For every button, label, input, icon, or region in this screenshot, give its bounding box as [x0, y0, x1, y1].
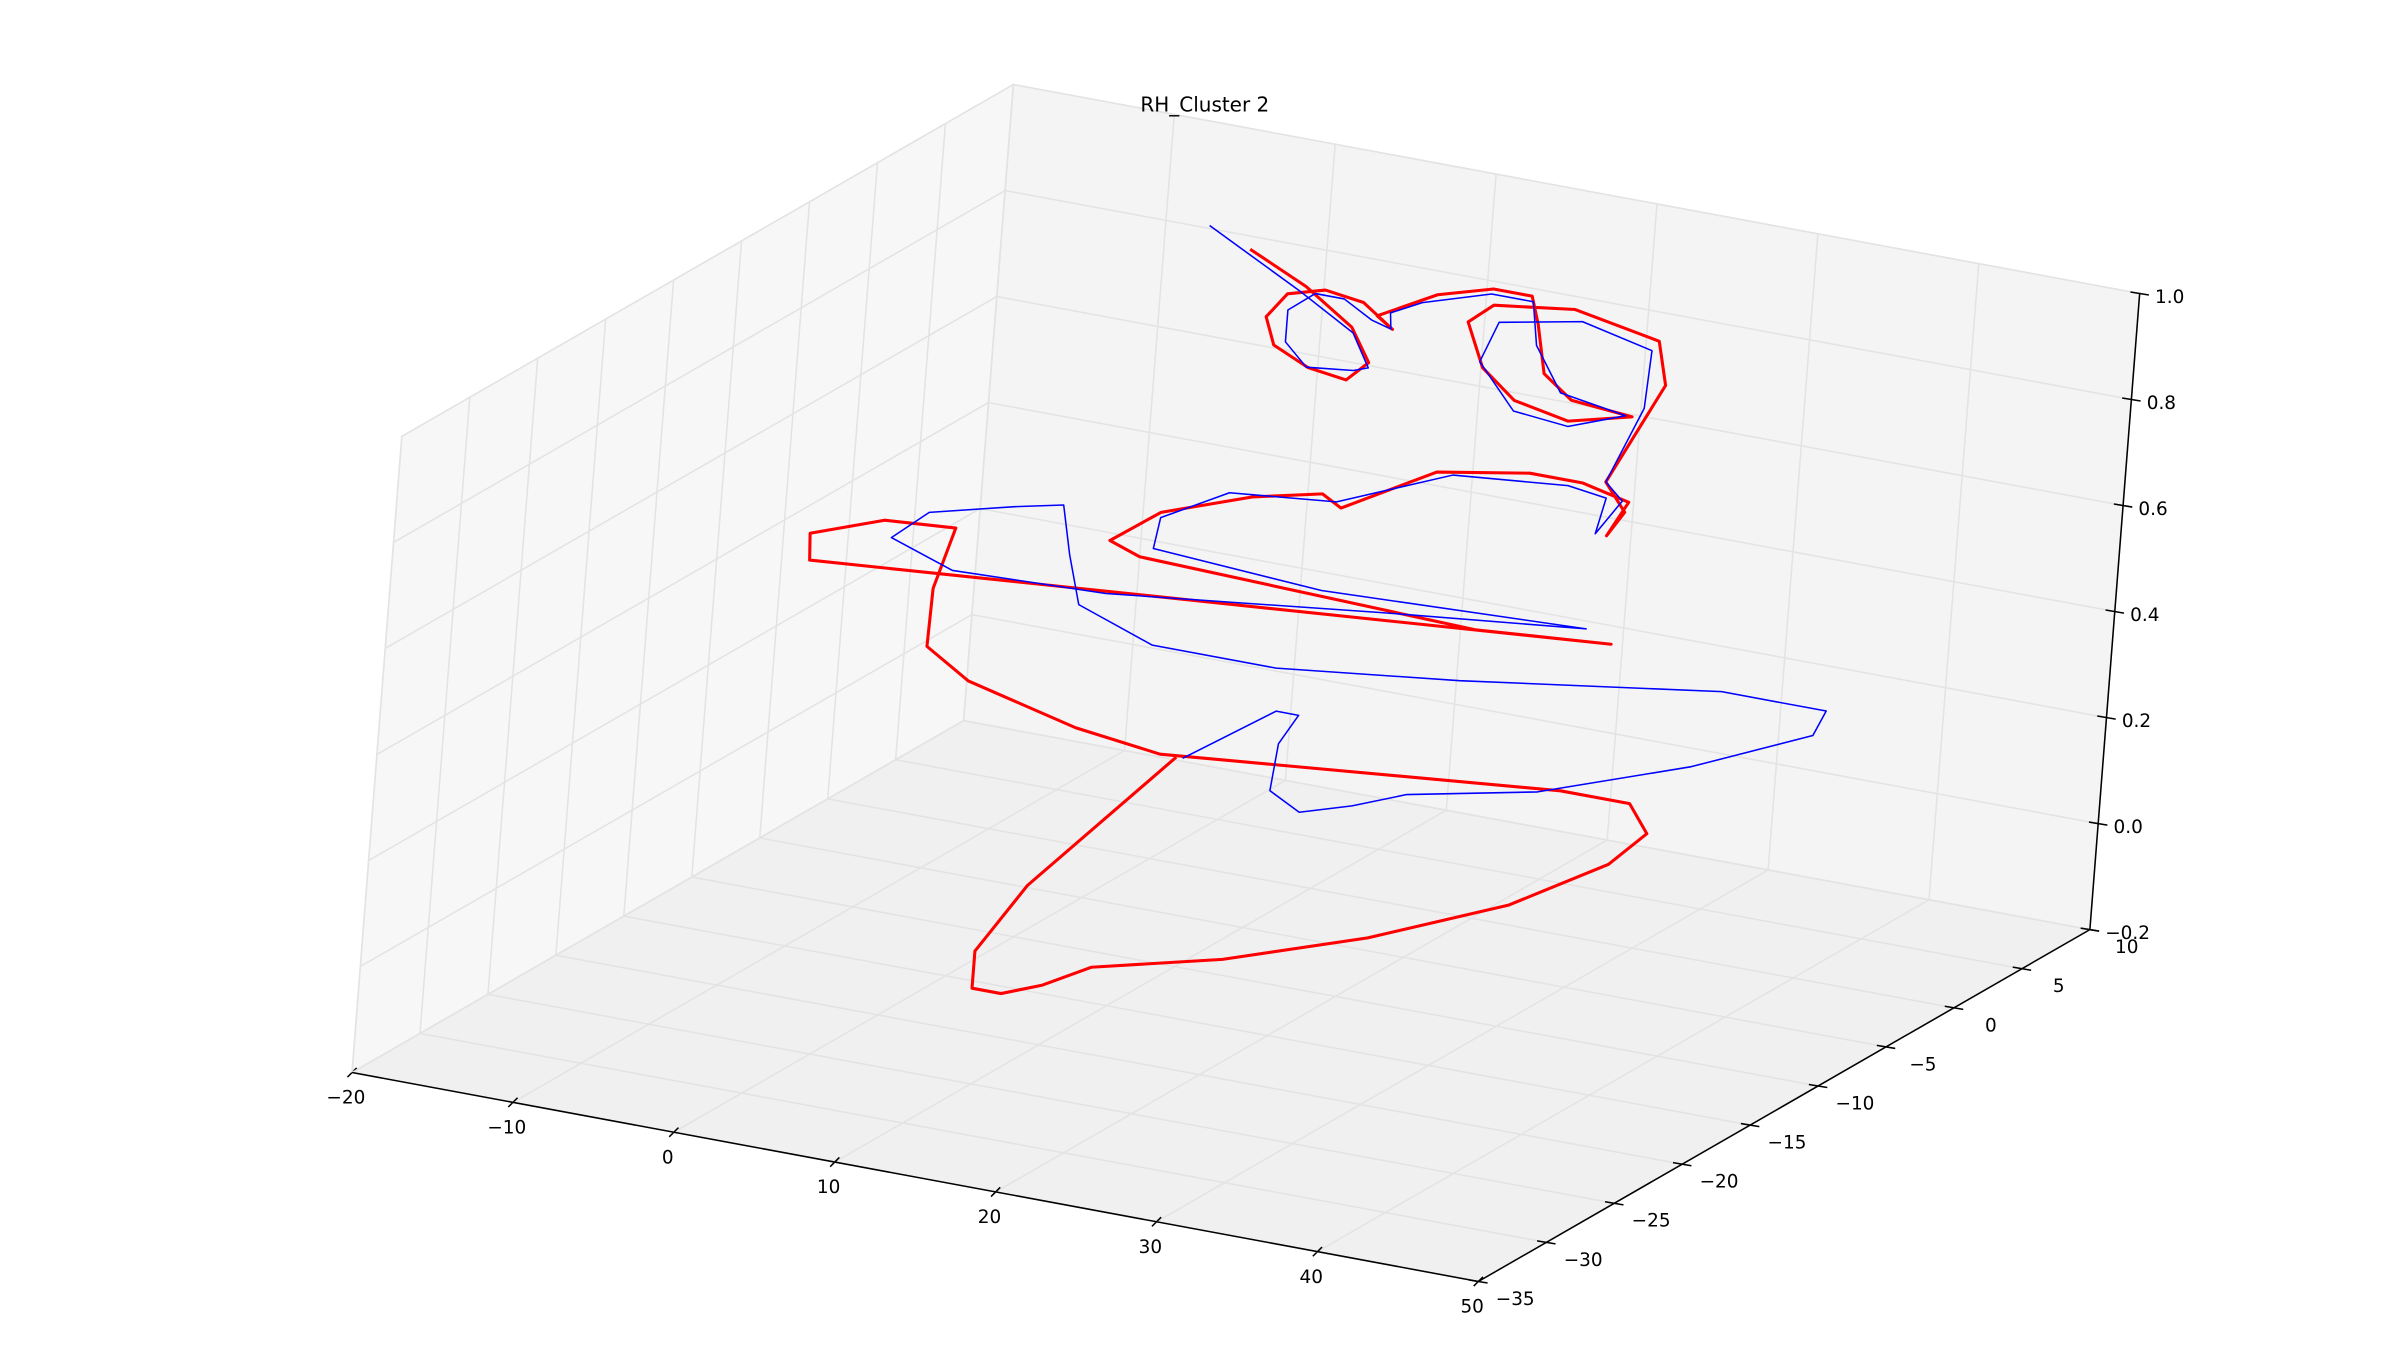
grid-line — [895, 758, 2023, 970]
z-axis-line — [2089, 293, 2141, 930]
y-tick-label: −15 — [1768, 1133, 1807, 1154]
grid-line — [1013, 83, 2140, 295]
grid-line — [555, 954, 1683, 1165]
grid-line — [995, 839, 1608, 1193]
grid-line — [980, 507, 2107, 719]
y-tick-label: 10 — [2115, 937, 2138, 958]
y-tick-label: −10 — [1836, 1093, 1875, 1114]
plot-area: −20 −10 0 10 20 30 40 50 −35 −30 −25 −20 −15 −10 −5 0 5 1… — [326, 83, 2184, 1318]
x-tick-label: 10 — [817, 1177, 840, 1198]
grid-line — [419, 1032, 1547, 1244]
grid-line — [384, 295, 998, 650]
z-tick-label: −0.2 — [2105, 923, 2150, 944]
y-tick-label: 0 — [1985, 1015, 1997, 1036]
grid-line — [971, 613, 2099, 825]
y-tick-label: −5 — [1909, 1054, 1936, 1075]
z-tick-label: 1.0 — [2155, 287, 2184, 308]
y-tick-label: −25 — [1632, 1211, 1671, 1232]
x-tick-label: 50 — [1460, 1297, 1483, 1318]
grid-line — [1156, 869, 1769, 1223]
grid-line — [988, 401, 2115, 613]
grid-line — [827, 798, 1955, 1009]
data-line — [808, 247, 1668, 996]
grid-line — [963, 719, 2091, 931]
grid-line — [691, 876, 1819, 1087]
x-tick-label: 0 — [662, 1147, 674, 1168]
grid-line — [351, 719, 964, 1074]
z-tick-label: 0.6 — [2138, 499, 2167, 520]
z-tick-label: 0.8 — [2147, 393, 2176, 414]
x-tick-label: −10 — [487, 1117, 526, 1138]
grid-line — [1317, 899, 1930, 1253]
grid-line — [393, 189, 1006, 544]
grid-line — [401, 83, 1014, 438]
x-tick-label: 30 — [1139, 1237, 1162, 1258]
x-tick-label: 20 — [978, 1207, 1001, 1228]
data-line — [890, 224, 1827, 814]
grid-line — [512, 749, 1125, 1104]
grid-line — [623, 915, 1751, 1126]
z-tick-label: 0.4 — [2130, 605, 2159, 626]
y-tick-label: 5 — [2053, 976, 2065, 997]
chart-title: RH_Cluster 2 — [1140, 93, 1269, 117]
grid-line — [376, 401, 989, 756]
grid-line — [487, 993, 1615, 1205]
grid-line — [996, 295, 2124, 507]
x-tick-label: −20 — [326, 1088, 365, 1109]
y-axis-line — [1477, 928, 2091, 1283]
x-tick-label: 40 — [1300, 1267, 1323, 1288]
z-tick-label: 0.2 — [2122, 711, 2151, 732]
grid-line — [673, 779, 1286, 1133]
x-axis-line — [351, 1071, 1479, 1283]
grid-line — [1004, 189, 2132, 401]
grid-line — [759, 837, 1887, 1048]
grid-line — [359, 613, 973, 968]
grid-line — [834, 809, 1447, 1163]
z-tick-label: 0.0 — [2114, 817, 2143, 838]
y-tick-label: −20 — [1700, 1172, 1739, 1193]
y-tick-label: −35 — [1496, 1289, 1535, 1310]
y-tick-label: −30 — [1564, 1250, 1603, 1271]
